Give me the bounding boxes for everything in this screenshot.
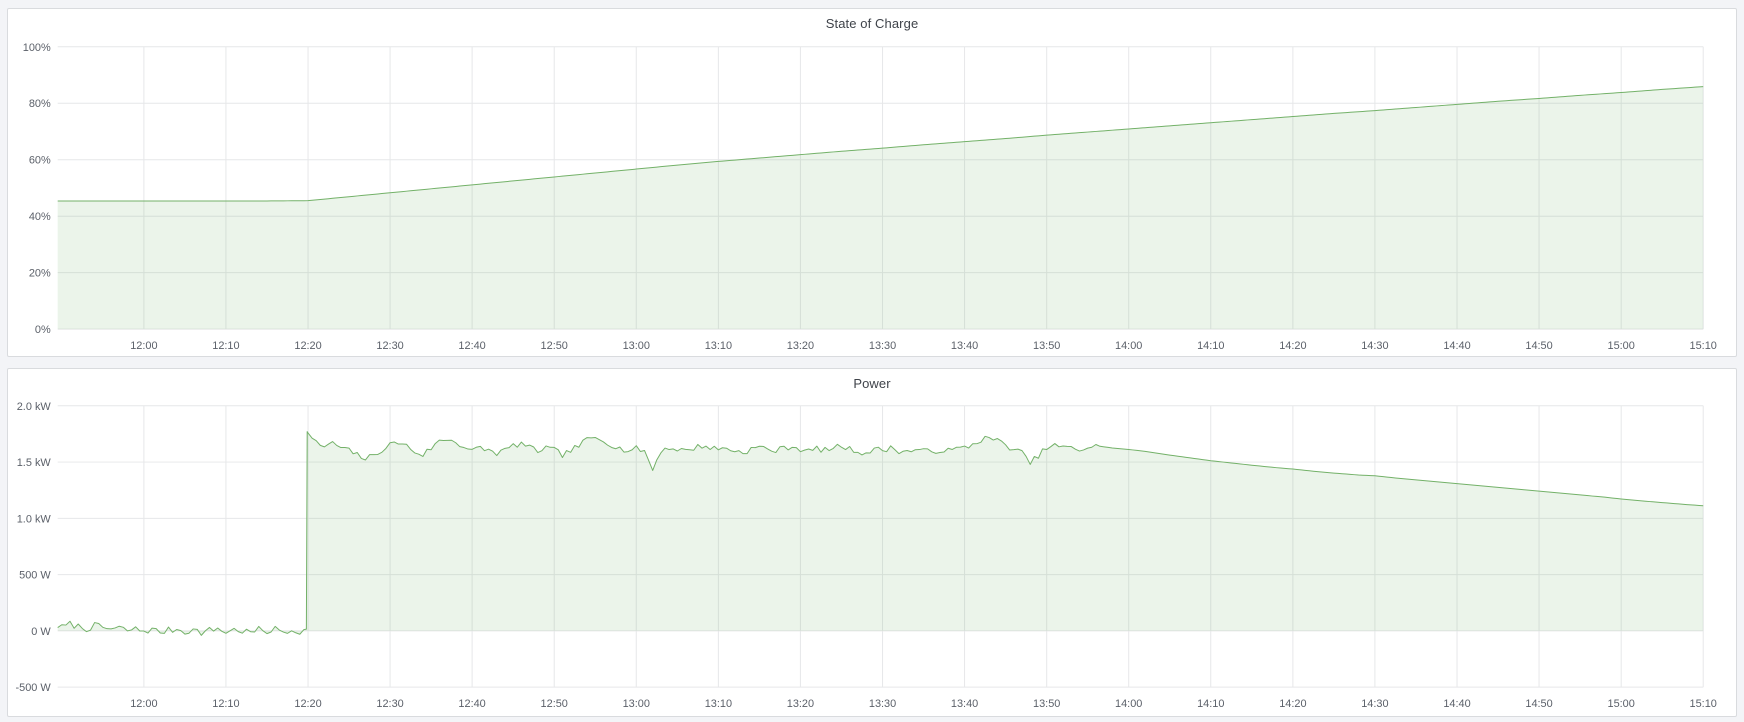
- svg-text:14:20: 14:20: [1279, 340, 1306, 352]
- svg-text:12:00: 12:00: [130, 340, 157, 352]
- svg-text:15:00: 15:00: [1608, 340, 1635, 352]
- svg-text:13:30: 13:30: [869, 698, 896, 710]
- gridlines: [57, 46, 1704, 330]
- gridlines: [57, 405, 1704, 688]
- svg-text:14:50: 14:50: [1525, 698, 1552, 710]
- svg-text:500 W: 500 W: [19, 570, 51, 582]
- x-axis-labels: 12:00 12:10 12:20 12:30 12:40 12:50 13:00 13:10…: [130, 698, 1717, 710]
- svg-text:12:20: 12:20: [294, 340, 321, 352]
- svg-text:13:10: 13:10: [705, 340, 732, 352]
- svg-text:13:50: 13:50: [1033, 698, 1060, 710]
- svg-text:12:30: 12:30: [376, 698, 403, 710]
- svg-text:1.5 kW: 1.5 kW: [17, 457, 52, 469]
- svg-text:14:00: 14:00: [1115, 340, 1142, 352]
- x-axis-labels: 12:00 12:10 12:20 12:30 12:40 12:50 13:00 13:10…: [130, 340, 1717, 352]
- state-of-charge-panel: State of Charge 100% 80% 60% 40% 20% 0% 12:00 1…: [7, 8, 1737, 357]
- svg-text:14:00: 14:00: [1115, 698, 1142, 710]
- svg-text:14:30: 14:30: [1361, 698, 1388, 710]
- svg-text:13:00: 13:00: [623, 340, 650, 352]
- series-line: [57, 431, 1704, 636]
- svg-text:80%: 80%: [29, 98, 51, 110]
- svg-text:13:40: 13:40: [951, 340, 978, 352]
- svg-text:14:20: 14:20: [1279, 698, 1306, 710]
- svg-text:12:10: 12:10: [212, 340, 239, 352]
- svg-text:14:10: 14:10: [1197, 698, 1224, 710]
- svg-text:12:40: 12:40: [458, 698, 485, 710]
- svg-text:20%: 20%: [29, 268, 51, 280]
- svg-text:14:30: 14:30: [1361, 340, 1388, 352]
- svg-text:12:00: 12:00: [130, 698, 157, 710]
- svg-text:14:50: 14:50: [1525, 340, 1552, 352]
- svg-text:14:10: 14:10: [1197, 340, 1224, 352]
- svg-text:13:20: 13:20: [787, 698, 814, 710]
- svg-text:40%: 40%: [29, 211, 51, 223]
- svg-text:14:40: 14:40: [1443, 698, 1470, 710]
- state-of-charge-chart[interactable]: 100%80%60%40%20%0%12:00 12:10 12:20 12:30 12…: [8, 9, 1736, 356]
- y-axis-labels: 100% 80% 60% 40% 20% 0%: [23, 42, 51, 336]
- series-area: [57, 431, 1704, 636]
- svg-text:100%: 100%: [23, 42, 51, 54]
- svg-text:1.0 kW: 1.0 kW: [17, 513, 52, 525]
- svg-text:13:20: 13:20: [787, 340, 814, 352]
- svg-text:13:40: 13:40: [951, 698, 978, 710]
- svg-text:14:40: 14:40: [1443, 340, 1470, 352]
- power-panel-title[interactable]: Power: [853, 376, 891, 391]
- svg-text:13:50: 13:50: [1033, 340, 1060, 352]
- svg-text:13:00: 13:00: [623, 698, 650, 710]
- svg-text:15:10: 15:10: [1690, 698, 1717, 710]
- svg-text:12:10: 12:10: [212, 698, 239, 710]
- svg-text:60%: 60%: [29, 155, 51, 167]
- svg-text:-500 W: -500 W: [16, 682, 52, 694]
- svg-text:13:30: 13:30: [869, 340, 896, 352]
- svg-text:12:50: 12:50: [541, 340, 568, 352]
- svg-text:12:20: 12:20: [294, 698, 321, 710]
- state-of-charge-panel-title[interactable]: State of Charge: [825, 16, 919, 31]
- svg-text:2.0 kW: 2.0 kW: [17, 401, 52, 413]
- svg-text:15:10: 15:10: [1690, 340, 1717, 352]
- power-panel: Power 2.0 kW 1.5 kW 1.0 kW 500 W 0 W -500 W 12…: [7, 368, 1737, 717]
- svg-text:12:30: 12:30: [376, 340, 403, 352]
- series-line: [57, 86, 1704, 202]
- svg-text:0 W: 0 W: [31, 626, 51, 638]
- svg-text:12:40: 12:40: [458, 340, 485, 352]
- y-axis-labels: 2.0 kW 1.5 kW 1.0 kW 500 W 0 W -500 W: [16, 401, 52, 694]
- svg-text:0%: 0%: [35, 324, 51, 336]
- svg-text:13:10: 13:10: [705, 698, 732, 710]
- svg-text:12:50: 12:50: [541, 698, 568, 710]
- svg-text:15:00: 15:00: [1608, 698, 1635, 710]
- series-area: [57, 86, 1704, 330]
